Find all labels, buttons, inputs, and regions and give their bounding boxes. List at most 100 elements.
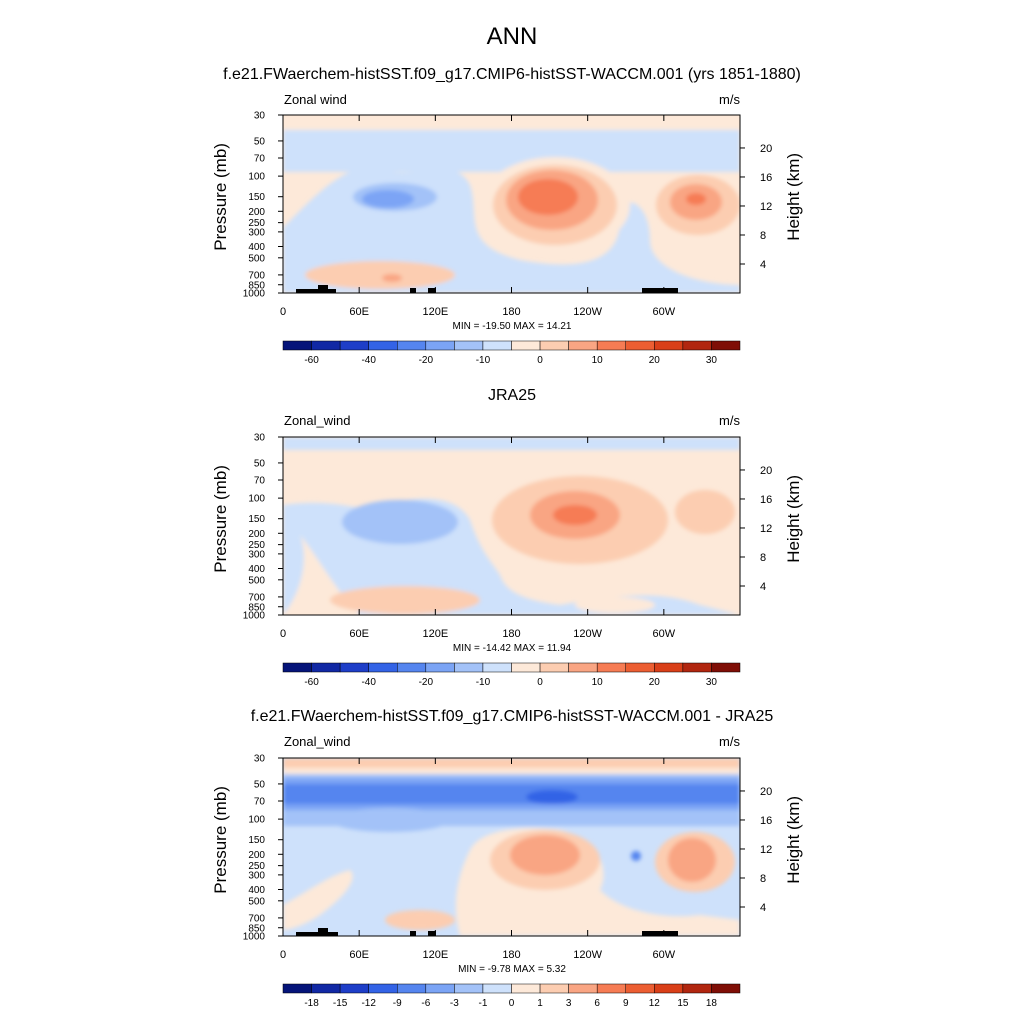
colorbar-swatch	[425, 983, 455, 994]
colorbar-label: -9	[393, 998, 402, 1009]
colorbar-swatch	[454, 983, 484, 994]
y-tick-label: 850	[248, 923, 265, 934]
right-tick-label: 8	[760, 552, 766, 564]
colorbar-label: 10	[592, 677, 604, 688]
right-tick-label: 8	[760, 873, 766, 885]
x-tick-label: 180	[502, 949, 520, 961]
y-tick-label: 50	[254, 458, 266, 469]
colorbar-swatch	[511, 662, 541, 673]
y-tick-label: 850	[248, 280, 265, 291]
colorbar-swatch	[482, 340, 512, 351]
negative-core-12	[526, 790, 578, 804]
x-tick-label: 0	[280, 306, 286, 318]
colorbar-label: -15	[333, 998, 348, 1009]
positive-core-3	[510, 835, 580, 875]
colorbar-label: 30	[706, 677, 718, 688]
mid-negative	[330, 808, 450, 832]
colorbar-label: -60	[304, 677, 319, 688]
colorbar-swatch	[711, 662, 741, 673]
colorbar-label: -1	[478, 998, 487, 1009]
blue-spot	[631, 851, 641, 861]
x-tick-label: 60W	[653, 949, 676, 961]
variable-label: Zonal wind	[284, 92, 347, 107]
y-tick-label: 700	[248, 913, 265, 924]
colorbar-swatch	[711, 983, 741, 994]
colorbar-swatch	[482, 983, 512, 994]
colorbar-label: -10	[476, 677, 491, 688]
colorbar-label: 9	[623, 998, 629, 1009]
negative-core	[342, 500, 458, 544]
x-tick-label: 180	[502, 306, 520, 318]
surface-positive-east	[575, 597, 655, 613]
y-tick-label: 70	[254, 154, 266, 165]
surface-positive	[385, 910, 455, 930]
colorbar-swatch	[568, 340, 598, 351]
colorbar-label: 10	[592, 355, 604, 366]
colorbar-swatch	[311, 662, 341, 673]
colorbar-swatch	[568, 662, 598, 673]
x-tick-label: 180	[502, 628, 520, 640]
y-tick-label: 100	[248, 172, 265, 183]
y-axis-title: Pressure (mb)	[211, 786, 230, 894]
y-tick-label: 300	[248, 549, 265, 560]
colorbar-swatch	[654, 340, 684, 351]
colorbar-label: 1	[537, 998, 543, 1009]
units-label: m/s	[719, 92, 740, 107]
y-tick-label: 500	[248, 896, 265, 907]
right-tick-label: 12	[760, 201, 772, 213]
stats-label: MIN = -9.78 MAX = 5.32	[458, 964, 566, 975]
colorbar-label: -40	[361, 355, 376, 366]
surface-positive-core	[382, 274, 402, 282]
topography	[296, 285, 678, 293]
y-tick-label: 30	[254, 754, 266, 765]
units-label: m/s	[719, 413, 740, 428]
colorbar-swatch	[539, 662, 569, 673]
contour-field	[283, 758, 740, 936]
panel-title: f.e21.FWaerchem-histSST.f09_g17.CMIP6-hi…	[223, 66, 801, 83]
right-tick-label: 4	[760, 259, 766, 271]
colorbar-swatch	[625, 983, 655, 994]
colorbar-swatch	[425, 340, 455, 351]
right-tick-label: 4	[760, 581, 766, 593]
y-tick-label: 250	[248, 218, 265, 229]
colorbar-swatch	[368, 662, 398, 673]
y-axis-title: Pressure (mb)	[211, 143, 230, 251]
right-tick-label: 12	[760, 523, 772, 535]
variable-label: Zonal_wind	[284, 734, 351, 749]
units-label: m/s	[719, 734, 740, 749]
colorbar-swatch	[568, 983, 598, 994]
top-weak-band	[283, 768, 740, 774]
colorbar-label: -60	[304, 355, 319, 366]
y-tick-label: 700	[248, 592, 265, 603]
colorbar: -60 -40 -20 -10 0 10 20 30	[282, 662, 741, 688]
colorbar-swatch	[339, 340, 369, 351]
surface-positive	[305, 261, 455, 289]
negative-core-center	[362, 190, 414, 208]
colorbar-swatch	[596, 340, 626, 351]
contour-field	[283, 437, 740, 615]
colorbar-swatch	[682, 662, 712, 673]
colorbar-swatch	[654, 983, 684, 994]
colorbar-label: -10	[476, 355, 491, 366]
x-tick-label: 60W	[653, 306, 676, 318]
colorbar-label: -12	[361, 998, 376, 1009]
jet-atlantic-5	[675, 490, 735, 534]
colorbar-swatch	[282, 662, 312, 673]
y-tick-label: 100	[248, 494, 265, 505]
colorbar-swatch	[339, 662, 369, 673]
y-tick-label: 400	[248, 564, 265, 575]
panel-title: JRA25	[488, 387, 536, 404]
colorbar-swatch	[682, 340, 712, 351]
colorbar-swatch	[539, 340, 569, 351]
contour-field	[283, 115, 740, 293]
colorbar-label: -40	[361, 677, 376, 688]
y-tick-label: 500	[248, 575, 265, 586]
colorbar-swatch	[654, 662, 684, 673]
y-tick-label: 300	[248, 870, 265, 881]
colorbar-label: 30	[706, 355, 718, 366]
colorbar-label: 0	[509, 998, 515, 1009]
x-tick-label: 120W	[573, 949, 602, 961]
